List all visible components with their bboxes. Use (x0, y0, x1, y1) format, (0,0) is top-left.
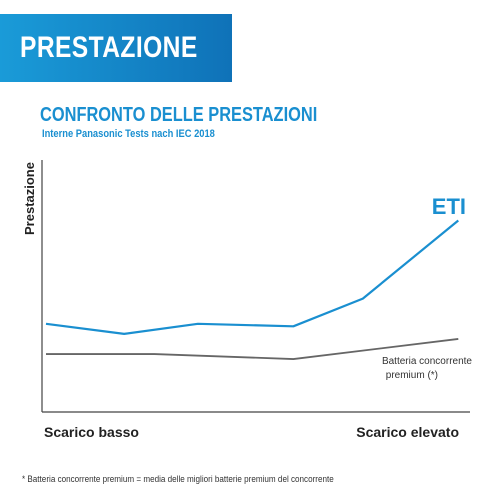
series-label-eti: ETI (432, 194, 466, 219)
x-tick-label-high: Scarico elevato (356, 424, 459, 440)
y-axis-label: Prestazione (22, 162, 37, 235)
x-tick-label-low: Scarico basso (44, 424, 139, 440)
series-line-eti (45, 219, 459, 335)
chart-title: CONFRONTO DELLE PRESTAZIONI (40, 104, 318, 126)
title-banner: PRESTAZIONE (0, 14, 232, 82)
series-line-competitor (46, 338, 459, 360)
chart-subtitle: Interne Panasonic Tests nach IEC 2018 (42, 128, 215, 140)
footnote: * Batteria concorrente premium = media d… (22, 474, 334, 484)
banner-title: PRESTAZIONE (20, 31, 198, 64)
series-label-competitor: Batteria concorrente premium (*) (382, 356, 472, 381)
